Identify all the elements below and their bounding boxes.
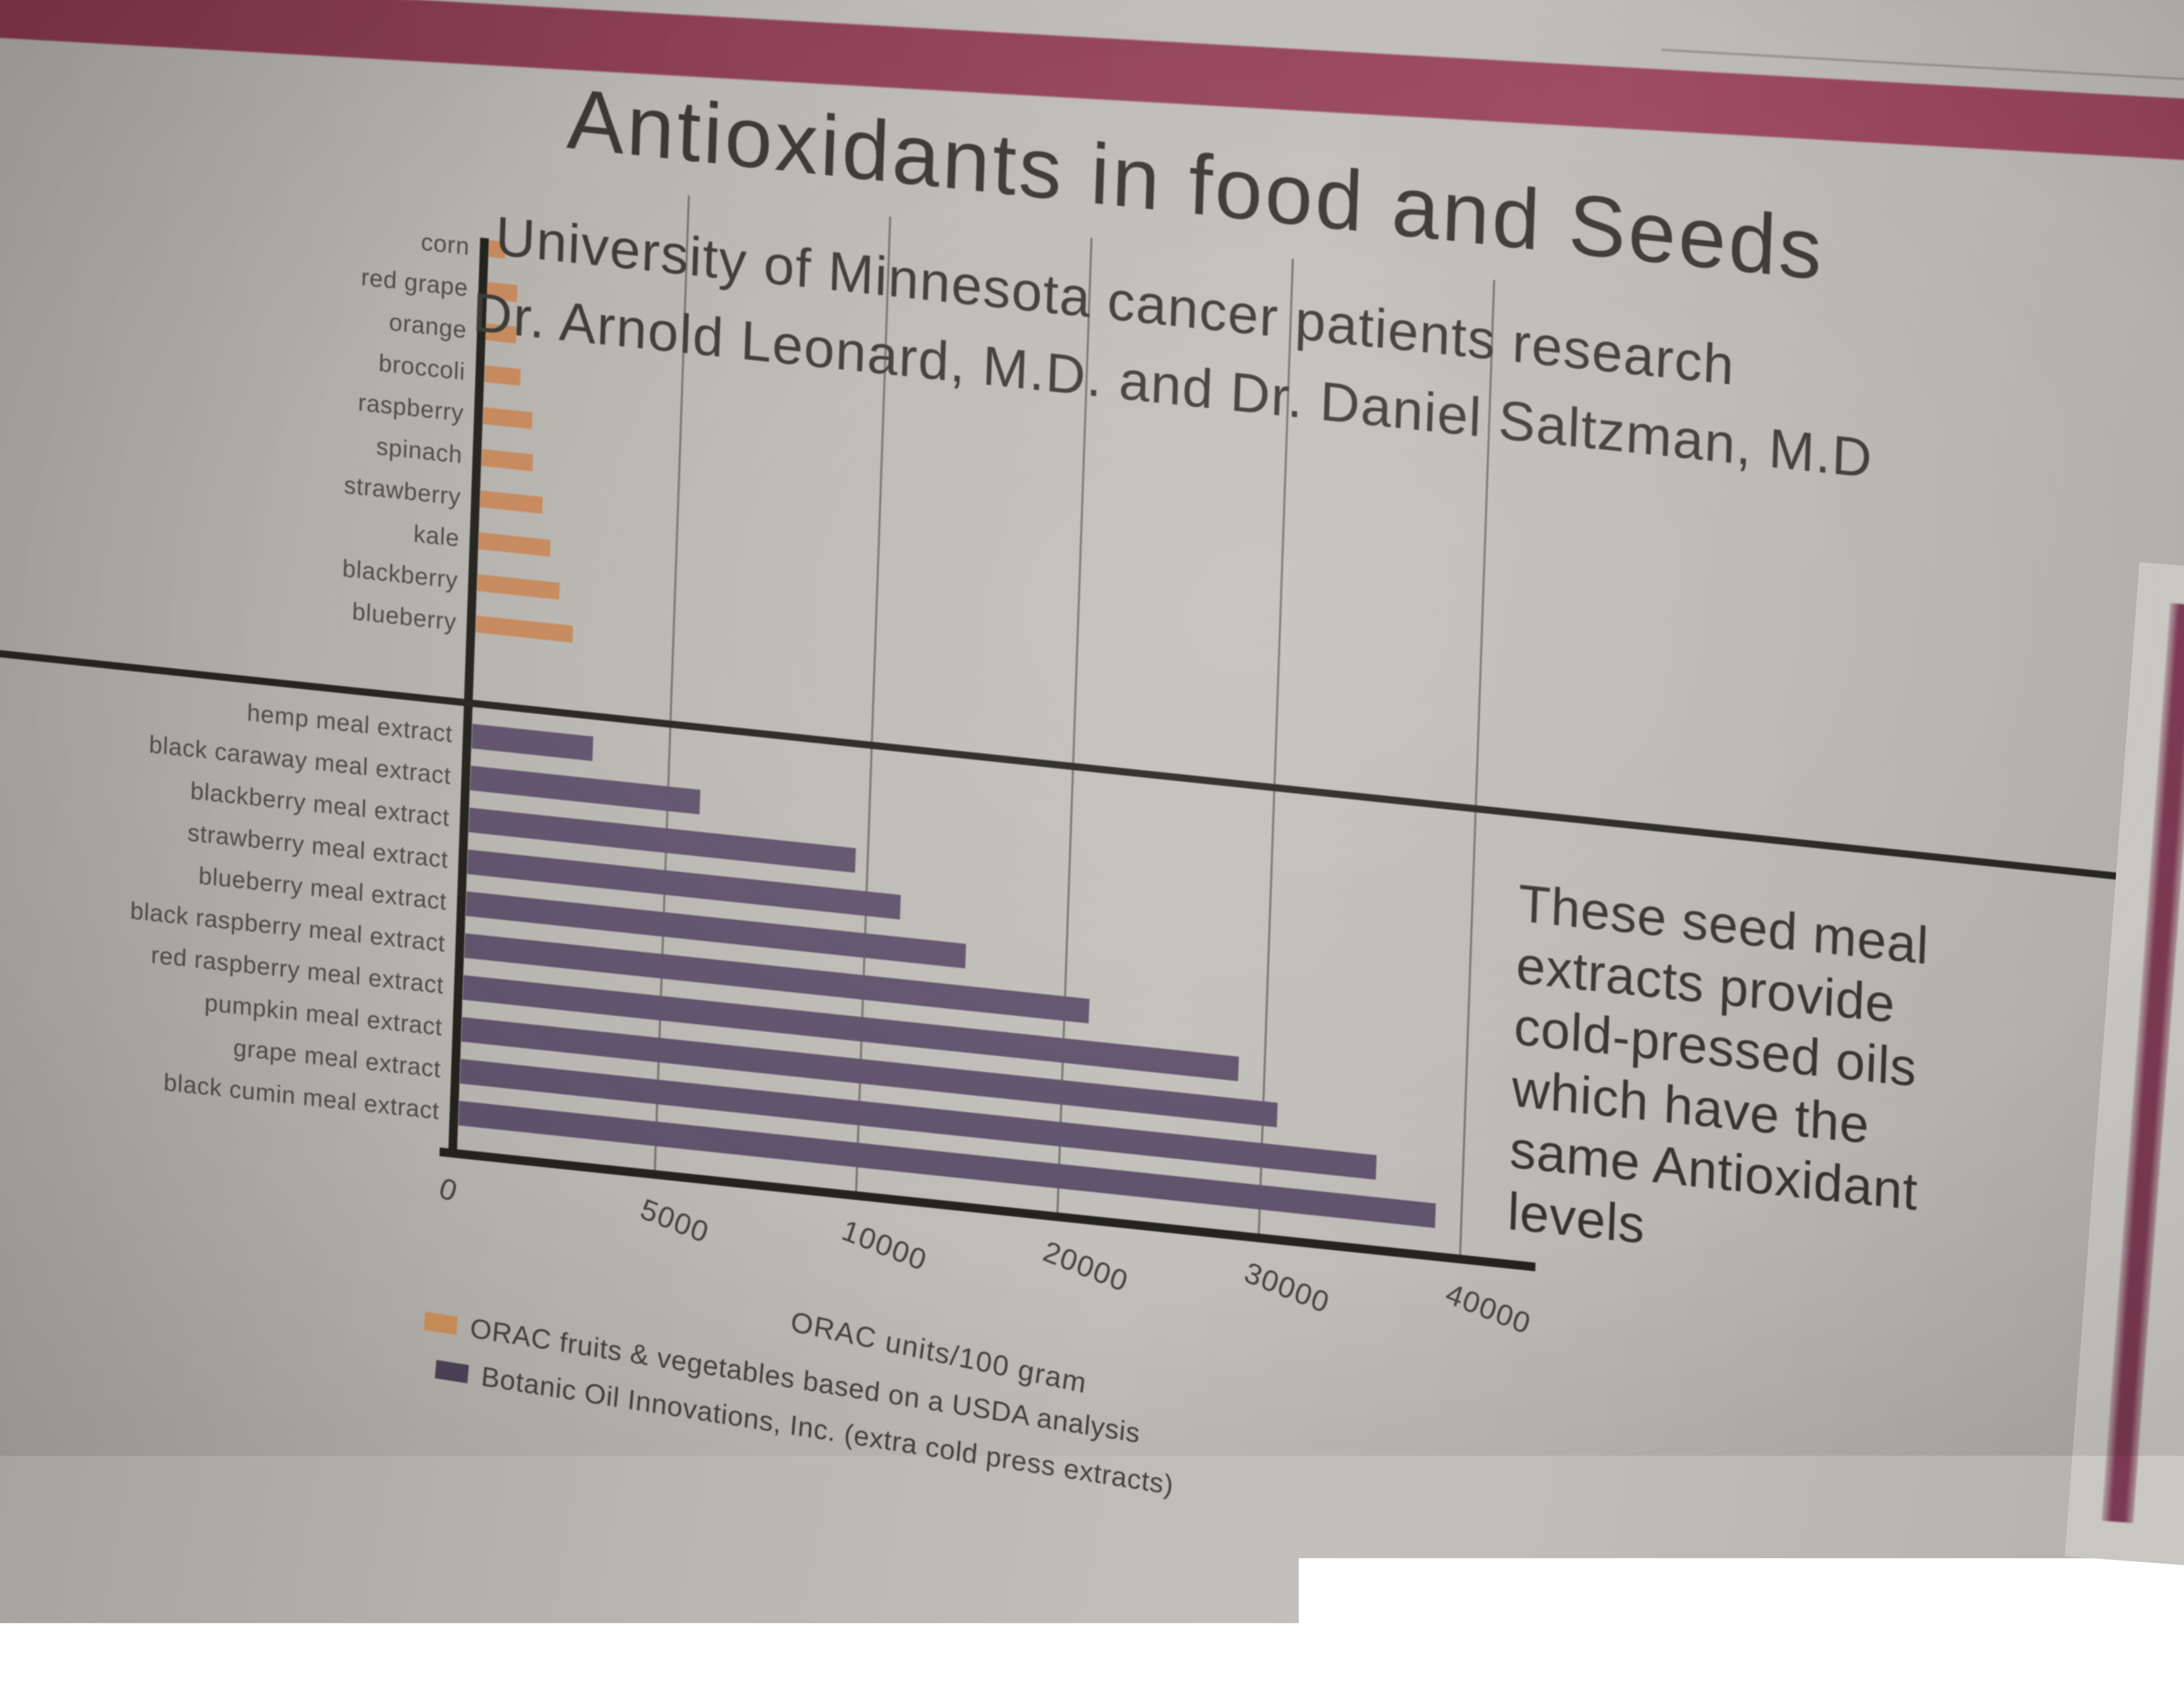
bar-black-caraway-meal-extract (470, 766, 700, 814)
tick-label-5000: 5000 (636, 1192, 714, 1250)
bar-broccoli (484, 365, 520, 386)
bar-kale (479, 532, 551, 557)
bar-blackberry (477, 574, 560, 600)
poster: Antioxidants in food and Seeds Universit… (0, 0, 2177, 1684)
legend-swatch-2 (435, 1360, 469, 1384)
photo-of-poster: { "poster": { "title": "Antioxidants in … (0, 0, 2184, 1456)
bar-blueberry (475, 616, 573, 643)
tick-label-40000: 40000 (1442, 1276, 1535, 1341)
tick-label-30000: 30000 (1240, 1255, 1334, 1320)
legend-swatch-1 (424, 1312, 458, 1335)
tick-label-10000: 10000 (838, 1213, 931, 1278)
bar-raspberry (483, 407, 533, 429)
tick-label-0: 0 (435, 1171, 462, 1209)
photo-background: Antioxidants in food and Seeds Universit… (0, 0, 2184, 1456)
bar-hemp-meal-extract (471, 724, 593, 761)
bar-strawberry (480, 491, 543, 514)
tick-label-20000: 20000 (1039, 1234, 1132, 1299)
bar-spinach (482, 449, 533, 471)
note-text-block: These seed meal extracts provide cold-pr… (1507, 873, 2162, 1310)
